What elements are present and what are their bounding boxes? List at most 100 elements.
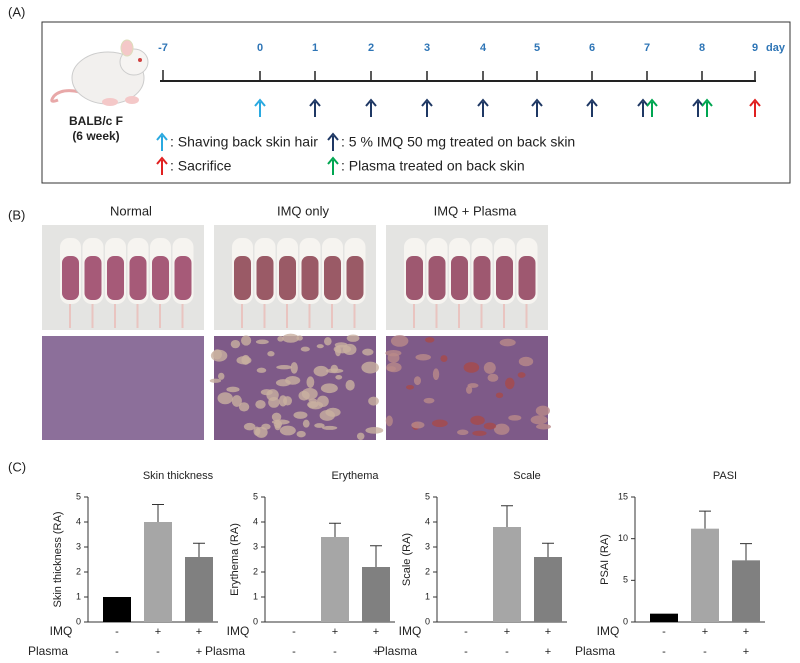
scale-patch — [499, 338, 516, 347]
panel-label: (C) — [8, 459, 26, 474]
condition-sign: + — [743, 646, 749, 658]
arrow-head — [531, 98, 543, 107]
scale-patch — [530, 415, 548, 425]
scale-patch — [517, 372, 526, 378]
scale-patch — [241, 335, 252, 346]
condition-sign: - — [464, 626, 468, 638]
scale-patch — [356, 432, 365, 441]
mouse-skin — [107, 256, 124, 300]
y-tick-label: 2 — [253, 566, 258, 576]
mouse-skin — [473, 256, 491, 300]
error-bar — [699, 510, 711, 529]
group-title: IMQ + Plasma — [434, 203, 517, 218]
chart-title: Scale — [513, 470, 541, 482]
scale-patch — [325, 407, 341, 417]
condition-label: IMQ — [50, 624, 73, 638]
scale-patch — [345, 379, 355, 391]
y-tick-label: 0 — [76, 616, 81, 626]
scale-patch — [255, 399, 266, 409]
y-tick-label: 15 — [618, 491, 628, 501]
y-tick-label: 0 — [425, 616, 430, 626]
day-label: 6 — [589, 42, 595, 54]
condition-sign: - — [505, 646, 509, 658]
bar — [103, 597, 131, 622]
error-bar — [740, 543, 752, 561]
chart-title: PASI — [713, 470, 737, 482]
day-label: 5 — [534, 42, 540, 54]
y-tick-label: 5 — [253, 491, 258, 501]
scale-patch — [413, 376, 421, 386]
scale-patch — [238, 402, 250, 412]
condition-sign: + — [332, 626, 338, 638]
condition-sign: - — [703, 646, 707, 658]
condition-sign: + — [196, 646, 202, 658]
condition-label: IMQ — [227, 624, 250, 638]
condition-label: IMQ — [399, 624, 422, 638]
day-label: 1 — [312, 42, 318, 54]
y-tick-label: 10 — [618, 533, 628, 543]
scale-patch — [271, 419, 290, 425]
arrow — [254, 98, 266, 117]
scale-patch — [313, 365, 329, 377]
arrow — [156, 156, 168, 175]
scale-patch — [495, 392, 504, 399]
day-label: 2 — [368, 42, 374, 54]
arrow — [586, 98, 598, 117]
condition-sign: - — [156, 646, 160, 658]
scale-patch — [243, 422, 256, 431]
scale-patch — [487, 373, 499, 382]
chart-title: Erythema — [331, 470, 379, 482]
scale-patch — [266, 389, 279, 402]
legend-text: : Shaving back skin hair — [170, 134, 318, 150]
condition-sign: + — [702, 626, 708, 638]
mouse-skin — [301, 256, 319, 300]
scale-patch — [218, 372, 225, 380]
scale-patch — [255, 339, 269, 345]
arrow — [692, 98, 704, 117]
bar — [732, 560, 760, 622]
bar — [321, 537, 349, 622]
mouse-skin — [518, 256, 536, 300]
arrow-head — [421, 98, 433, 107]
scale-patch — [425, 337, 435, 343]
mouse-skin — [346, 256, 364, 300]
scale-patch — [505, 377, 515, 390]
arrow — [477, 98, 489, 117]
scale-patch — [271, 412, 282, 422]
condition-label: Plasma — [377, 644, 417, 658]
condition-sign: + — [743, 626, 749, 638]
scale-patch — [321, 425, 338, 430]
arrow — [637, 98, 649, 117]
mouse-skin — [174, 256, 192, 300]
condition-sign: - — [662, 646, 666, 658]
condition-sign: + — [373, 646, 379, 658]
scale-patch — [463, 362, 480, 373]
legend-text: : Sacrifice — [170, 158, 232, 174]
condition-sign: + — [373, 626, 379, 638]
error-bar — [152, 504, 164, 522]
arrow — [531, 98, 543, 117]
scale-patch — [483, 422, 497, 430]
bar — [650, 613, 678, 622]
scale-patch — [431, 419, 448, 428]
y-tick-label: 5 — [623, 575, 628, 585]
scale-patch — [472, 430, 487, 436]
day-label: -7 — [158, 42, 168, 54]
scale-patch — [508, 414, 522, 421]
day-unit: day — [766, 42, 786, 54]
mouse-skin — [62, 256, 79, 300]
scale-patch — [466, 385, 473, 394]
arrow — [421, 98, 433, 117]
bar — [362, 567, 390, 622]
scale-patch — [274, 423, 281, 431]
condition-sign: + — [545, 626, 551, 638]
condition-sign: + — [545, 646, 551, 658]
scale-patch — [279, 425, 296, 436]
arrow — [646, 98, 658, 117]
condition-sign: - — [464, 646, 468, 658]
arrow-head — [156, 132, 168, 141]
y-tick-label: 1 — [76, 591, 81, 601]
arrow — [701, 98, 713, 117]
day-label: 3 — [424, 42, 430, 54]
condition-sign: + — [504, 626, 510, 638]
